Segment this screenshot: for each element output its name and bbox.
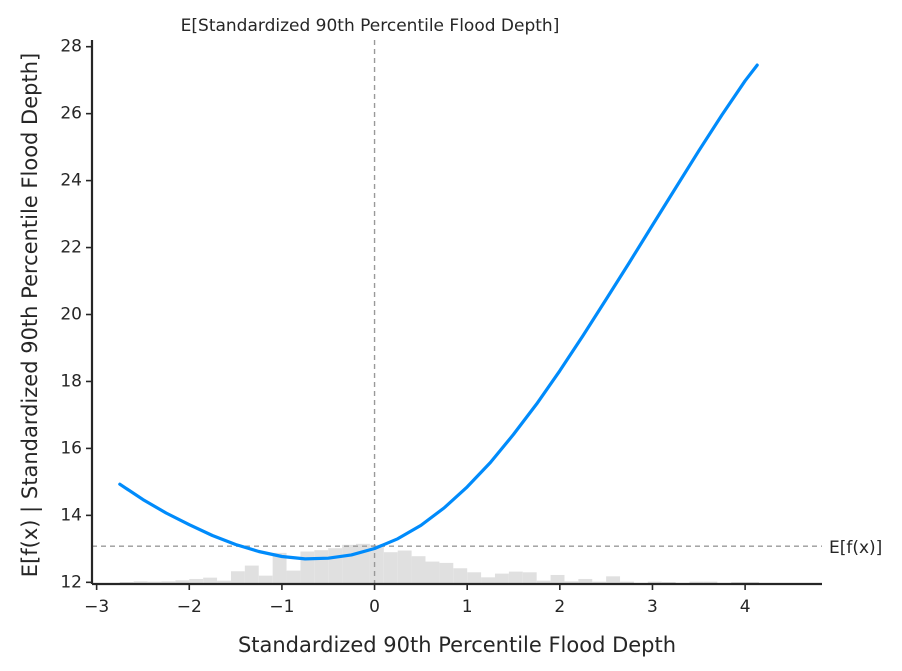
histogram-bar bbox=[175, 580, 190, 583]
histogram-bar bbox=[119, 581, 134, 583]
y-tick-label: 22 bbox=[60, 238, 82, 258]
reference-lines bbox=[92, 40, 822, 584]
histogram-bar bbox=[439, 562, 454, 583]
histogram-bar bbox=[550, 574, 565, 583]
histogram-bar bbox=[286, 570, 301, 583]
histogram-bar bbox=[661, 581, 676, 583]
expected-value-label: E[f(x)] bbox=[829, 538, 882, 558]
histogram-bar bbox=[133, 581, 148, 583]
histogram-bar bbox=[467, 572, 482, 583]
x-tick-label: −3 bbox=[84, 597, 109, 617]
histogram-bar bbox=[564, 581, 579, 583]
histogram-bar bbox=[620, 581, 634, 583]
y-axis-title: E[f(x) | Standardized 90th Percentile Fl… bbox=[18, 53, 43, 577]
histogram-bar bbox=[369, 544, 384, 583]
dependence-line bbox=[118, 63, 759, 561]
y-tick-label: 18 bbox=[60, 371, 82, 391]
x-tick-label: 3 bbox=[647, 597, 658, 617]
histogram-bar bbox=[522, 572, 537, 583]
x-tick-label: 2 bbox=[554, 597, 565, 617]
x-axis-title: Standardized 90th Percentile Flood Depth bbox=[238, 633, 676, 657]
x-tick-label: 0 bbox=[369, 597, 380, 617]
histogram-bar bbox=[731, 581, 746, 583]
histogram-bar bbox=[161, 581, 176, 583]
y-tick-label: 14 bbox=[60, 505, 82, 525]
histogram-bar bbox=[411, 556, 426, 583]
histogram-bar bbox=[703, 581, 718, 583]
histogram-bar bbox=[745, 581, 760, 583]
x-tick-label: 4 bbox=[740, 597, 751, 617]
histogram-bar bbox=[494, 573, 509, 583]
histogram-bar bbox=[592, 581, 607, 583]
expected-feature-label: E[Standardized 90th Percentile Flood Dep… bbox=[181, 16, 560, 36]
histogram-bar bbox=[425, 561, 440, 583]
histogram-bar bbox=[258, 575, 273, 583]
histogram-bar bbox=[314, 550, 329, 583]
x-ticks: −3 −2 −1 0 1 2 3 4 bbox=[84, 584, 751, 617]
histogram-bar bbox=[244, 565, 259, 583]
histogram-bar bbox=[578, 578, 593, 583]
histogram-bar bbox=[481, 577, 495, 583]
x-tick-label: −1 bbox=[269, 597, 294, 617]
x-tick-label: 1 bbox=[462, 597, 473, 617]
y-tick-label: 16 bbox=[60, 438, 82, 458]
x-tick-label: −2 bbox=[177, 597, 202, 617]
histogram-bar bbox=[508, 571, 523, 583]
histogram-bar bbox=[203, 577, 218, 583]
histogram-bar bbox=[536, 580, 551, 583]
histogram-bar bbox=[342, 544, 357, 583]
histogram-bar bbox=[328, 548, 343, 583]
histogram-bar bbox=[689, 581, 704, 583]
y-tick-label: 28 bbox=[60, 37, 82, 57]
histogram-bar bbox=[230, 571, 245, 583]
y-tick-label: 26 bbox=[60, 104, 82, 124]
histogram-bar bbox=[383, 552, 398, 583]
histogram-bar bbox=[189, 578, 204, 583]
y-tick-label: 20 bbox=[60, 305, 82, 325]
y-tick-label: 12 bbox=[60, 572, 82, 592]
dependence-curve bbox=[118, 63, 759, 561]
histogram-bar bbox=[300, 551, 315, 583]
histogram-bar bbox=[647, 581, 662, 583]
histogram-bar bbox=[217, 580, 231, 583]
histogram-bar bbox=[272, 552, 287, 583]
histogram-bar bbox=[397, 550, 412, 583]
y-ticks: 12 14 16 18 20 22 24 26 28 bbox=[60, 37, 92, 592]
histogram-bar bbox=[606, 576, 621, 583]
histogram-bar bbox=[453, 568, 468, 583]
feature-histogram bbox=[119, 543, 760, 583]
y-tick-label: 24 bbox=[60, 171, 82, 191]
histogram-bar bbox=[147, 581, 162, 583]
